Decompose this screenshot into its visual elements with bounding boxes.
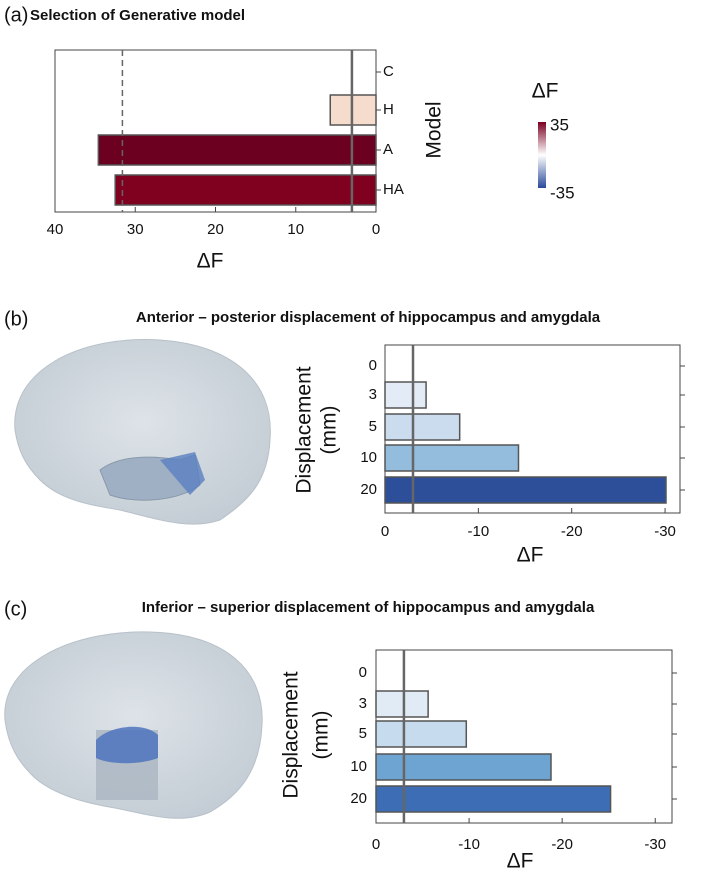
- colorbar-label: ΔF: [532, 80, 559, 103]
- y-axis-label: Displacement: [280, 671, 303, 798]
- colorbar-tick-label: -35: [550, 183, 575, 202]
- y-tick-label: HA: [383, 181, 404, 198]
- x-tick-label: 30: [127, 221, 144, 238]
- x-tick-label: -30: [654, 523, 676, 540]
- y-axis-label: Displacement: [293, 366, 316, 493]
- x-tick-label: 10: [287, 221, 304, 238]
- x-tick-label: -30: [644, 836, 666, 853]
- bar: [114, 174, 377, 206]
- x-tick-label: 20: [207, 221, 224, 238]
- x-axis-label: ΔF: [197, 250, 224, 273]
- x-axis-label: ΔF: [507, 850, 534, 872]
- y-tick-label: 3: [359, 695, 367, 712]
- panel-label: (b): [4, 308, 28, 330]
- bar: [375, 690, 429, 718]
- panel-label: (c): [4, 598, 27, 620]
- y-tick-label: 0: [359, 664, 367, 681]
- y-tick-label: 10: [360, 449, 377, 466]
- x-tick-label: -10: [468, 523, 490, 540]
- x-tick-label: -20: [561, 523, 583, 540]
- y-axis-label: Model: [423, 101, 446, 158]
- x-tick-label: 40: [47, 221, 64, 238]
- colorbar-tick-label: 35: [550, 115, 569, 134]
- y-tick-label: A: [383, 141, 393, 158]
- x-axis-label: ΔF: [517, 544, 544, 567]
- bar: [375, 720, 468, 748]
- bar: [384, 413, 461, 441]
- bar: [375, 753, 552, 781]
- panel-label: (a): [4, 4, 28, 26]
- y-tick-label: 20: [360, 481, 377, 498]
- bar: [384, 476, 667, 504]
- y-tick-label: 10: [350, 758, 367, 775]
- bar: [384, 381, 427, 409]
- bar: [384, 444, 520, 472]
- y-tick-label: C: [383, 63, 394, 80]
- x-tick-label: 0: [372, 221, 380, 238]
- y-tick-label: 20: [350, 790, 367, 807]
- x-tick-label: -10: [458, 836, 480, 853]
- bar: [97, 134, 377, 166]
- colorbar: [538, 122, 546, 188]
- y-tick-label: 3: [369, 386, 377, 403]
- x-tick-label: 0: [381, 523, 389, 540]
- y-tick-label: 5: [359, 725, 367, 742]
- x-tick-label: 0: [372, 836, 380, 853]
- x-tick-label: -20: [551, 836, 573, 853]
- y-tick-label: 5: [369, 418, 377, 435]
- chart-title: Inferior – superior displacement of hipp…: [142, 599, 595, 616]
- y-axis-label: (mm): [310, 711, 333, 760]
- bar: [375, 785, 612, 813]
- chart-title: Selection of Generative model: [30, 7, 245, 24]
- brain-image: [14, 339, 271, 525]
- y-axis-label: (mm): [318, 406, 341, 455]
- brain-image: [4, 631, 263, 819]
- y-tick-label: H: [383, 101, 394, 118]
- chart-title: Anterior – posterior displacement of hip…: [136, 309, 601, 326]
- y-tick-label: 0: [369, 357, 377, 374]
